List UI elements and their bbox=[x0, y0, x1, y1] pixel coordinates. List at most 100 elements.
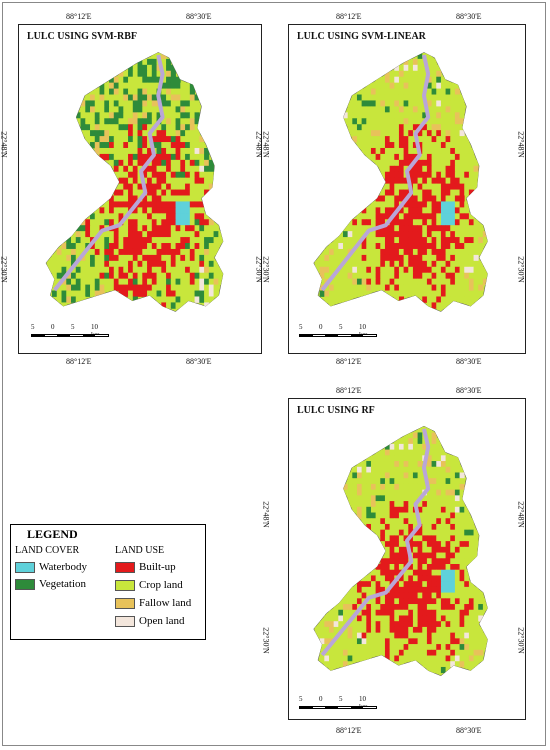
land-patch bbox=[213, 284, 219, 291]
land-patch bbox=[338, 278, 344, 285]
land-patch bbox=[356, 254, 363, 262]
land-patch bbox=[468, 219, 474, 226]
land-patch bbox=[118, 165, 124, 173]
land-patch bbox=[175, 106, 181, 113]
land-patch bbox=[342, 296, 349, 303]
land-patch bbox=[417, 201, 423, 208]
land-patch bbox=[347, 604, 353, 611]
land-patch bbox=[464, 296, 470, 303]
land-patch bbox=[189, 136, 195, 143]
land-patch bbox=[384, 136, 391, 143]
land-patch bbox=[417, 64, 423, 72]
land-patch bbox=[66, 290, 72, 297]
land-patch bbox=[189, 153, 195, 161]
land-patch bbox=[99, 82, 105, 89]
land-patch bbox=[440, 586, 446, 593]
land-patch bbox=[389, 552, 395, 559]
land-patch bbox=[417, 82, 423, 89]
land-patch bbox=[352, 219, 358, 226]
land-patch bbox=[426, 449, 432, 456]
land-patch bbox=[361, 506, 367, 513]
land-patch bbox=[189, 100, 195, 107]
land-patch bbox=[468, 177, 474, 185]
land-patch bbox=[147, 82, 153, 89]
land-patch bbox=[161, 278, 167, 285]
land-patch bbox=[450, 88, 456, 95]
land-patch bbox=[104, 231, 110, 238]
land-patch bbox=[398, 558, 405, 565]
land-patch bbox=[384, 535, 391, 542]
land-patch bbox=[473, 632, 479, 639]
land-patch bbox=[426, 254, 432, 262]
land-patch bbox=[408, 655, 414, 662]
land-patch bbox=[170, 254, 176, 262]
land-patch bbox=[151, 254, 157, 262]
land-patch bbox=[109, 231, 115, 238]
land-patch bbox=[99, 88, 105, 95]
land-patch bbox=[473, 546, 479, 553]
land-patch bbox=[408, 219, 414, 226]
land-patch bbox=[104, 124, 110, 131]
land-patch bbox=[166, 254, 172, 262]
land-patch bbox=[426, 432, 432, 439]
land-patch bbox=[454, 518, 460, 525]
land-patch bbox=[412, 64, 418, 72]
land-patch bbox=[473, 661, 479, 668]
land-patch bbox=[375, 201, 381, 208]
land-patch bbox=[384, 546, 391, 553]
land-patch bbox=[431, 112, 437, 119]
land-patch bbox=[380, 541, 386, 548]
land-patch bbox=[366, 512, 372, 519]
land-patch bbox=[185, 171, 191, 179]
land-patch bbox=[156, 153, 162, 161]
land-patch bbox=[478, 615, 484, 622]
land-patch bbox=[151, 94, 157, 101]
land-patch bbox=[436, 76, 442, 84]
land-patch bbox=[426, 466, 432, 473]
land-patch bbox=[384, 466, 391, 473]
land-patch bbox=[468, 655, 474, 662]
land-patch bbox=[426, 535, 432, 542]
land-patch bbox=[185, 82, 191, 89]
land-patch bbox=[389, 495, 395, 502]
land-patch bbox=[123, 243, 129, 250]
land-patch bbox=[356, 626, 363, 634]
land-patch bbox=[380, 124, 386, 131]
land-patch bbox=[99, 225, 105, 232]
land-patch bbox=[394, 231, 400, 238]
land-patch bbox=[464, 604, 470, 611]
land-patch bbox=[389, 604, 395, 611]
land-patch bbox=[389, 455, 395, 462]
land-patch bbox=[109, 76, 115, 84]
land-patch bbox=[398, 529, 405, 536]
land-patch bbox=[431, 159, 437, 167]
land-patch bbox=[137, 70, 143, 78]
land-patch bbox=[104, 248, 110, 256]
land-patch bbox=[189, 88, 195, 95]
land-patch bbox=[454, 189, 460, 196]
land-patch bbox=[417, 501, 423, 508]
land-patch bbox=[356, 615, 363, 622]
land-use-heading: LAND USE bbox=[115, 545, 165, 556]
land-patch bbox=[380, 455, 386, 462]
land-patch bbox=[218, 278, 224, 285]
land-patch bbox=[342, 609, 349, 616]
land-patch bbox=[454, 598, 460, 605]
land-patch bbox=[366, 523, 372, 531]
land-patch bbox=[370, 615, 377, 622]
land-patch bbox=[394, 609, 400, 616]
land-patch bbox=[468, 260, 474, 268]
land-patch bbox=[132, 213, 138, 220]
land-patch bbox=[482, 272, 488, 280]
land-patch bbox=[366, 290, 372, 297]
land-patch bbox=[440, 142, 446, 149]
land-patch bbox=[185, 106, 191, 113]
land-patch bbox=[394, 248, 400, 256]
land-patch bbox=[128, 112, 134, 119]
land-patch bbox=[370, 501, 377, 508]
land-patch bbox=[454, 88, 460, 95]
land-patch bbox=[389, 130, 395, 137]
land-patch bbox=[454, 82, 460, 89]
land-patch bbox=[80, 124, 86, 131]
land-patch bbox=[166, 296, 172, 303]
